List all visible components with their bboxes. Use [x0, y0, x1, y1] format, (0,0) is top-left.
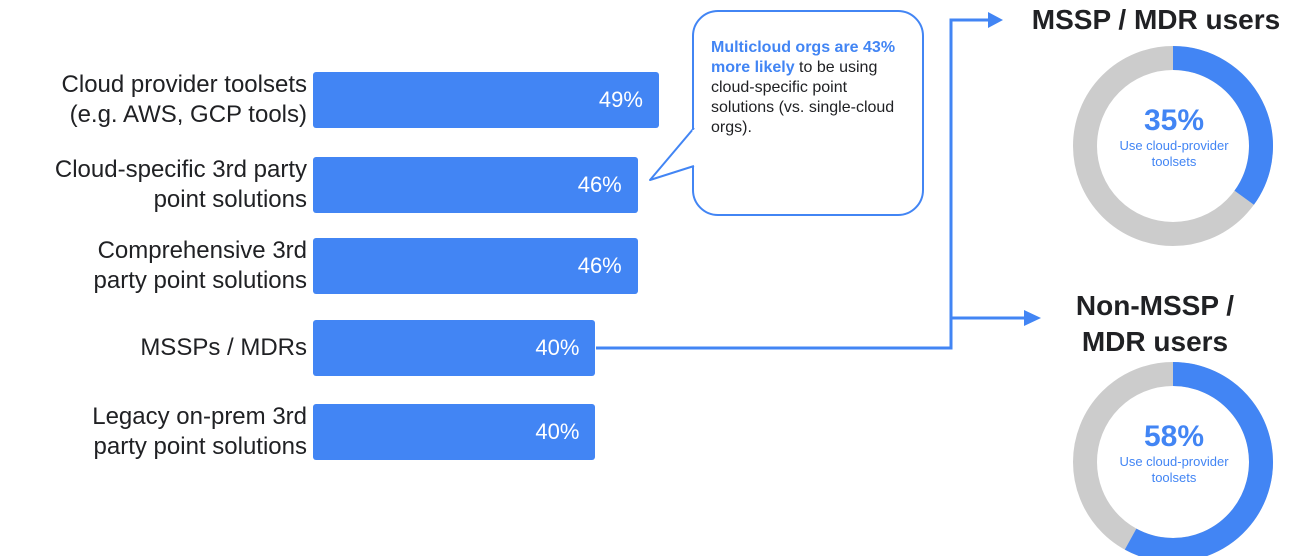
bar-value-label: 40% — [535, 335, 580, 360]
arrowhead-bottom — [1024, 310, 1041, 326]
arrowhead-top — [988, 12, 1003, 28]
category-label: Cloud-specific 3rd party point solutions — [0, 155, 307, 215]
bar-value-label: 49% — [598, 87, 643, 112]
bar-value-label: 46% — [577, 253, 622, 278]
callout-bubble: Multicloud orgs are 43% more likely to b… — [692, 10, 924, 216]
callout-tail — [649, 127, 695, 181]
donut-subtitle-mssp: Use cloud-provider toolsets — [1119, 138, 1229, 169]
category-label-line: (e.g. AWS, GCP tools) — [69, 101, 307, 128]
bar: 49% — [313, 72, 659, 128]
category-label: Legacy on-prem 3rd party point solutions — [0, 402, 307, 462]
bar-value-label: 46% — [577, 172, 622, 197]
bar: 46% — [313, 238, 638, 294]
donut-value-mssp: 35% — [1143, 104, 1205, 137]
donut-label-mssp: 35% Use cloud-provider toolsets — [1114, 104, 1234, 170]
donut-label-non-mssp: 58% Use cloud-provider toolsets — [1114, 420, 1234, 486]
category-label: Cloud provider toolsets (e.g. AWS, GCP to… — [0, 70, 307, 130]
donut-title-mssp: MSSP / MDR users — [1031, 4, 1281, 35]
category-label-line: Comprehensive 3rd — [97, 237, 307, 264]
bar-value-label: 40% — [535, 419, 580, 444]
category-label: MSSPs / MDRs — [0, 333, 307, 363]
category-label-line: party point solutions — [93, 267, 307, 294]
donut-subtitle-non-mssp: Use cloud-provider toolsets — [1119, 454, 1229, 485]
category-label-line: party point solutions — [93, 433, 307, 460]
donut-title-non-mssp: Non-MSSP / MDR users — [1075, 290, 1235, 357]
category-label-line: Cloud-specific 3rd party — [54, 156, 307, 183]
bar: 46% — [313, 157, 638, 213]
category-label-line: Cloud provider toolsets — [61, 71, 307, 98]
category-label-line: MSSPs / MDRs — [140, 334, 307, 361]
bar: 40% — [313, 320, 596, 376]
donut-value-non-mssp: 58% — [1143, 420, 1205, 453]
category-label-line: Legacy on-prem 3rd — [92, 403, 307, 430]
category-label: Comprehensive 3rd party point solutions — [0, 236, 307, 296]
bar: 40% — [313, 404, 596, 460]
category-label-line: point solutions — [153, 186, 307, 213]
